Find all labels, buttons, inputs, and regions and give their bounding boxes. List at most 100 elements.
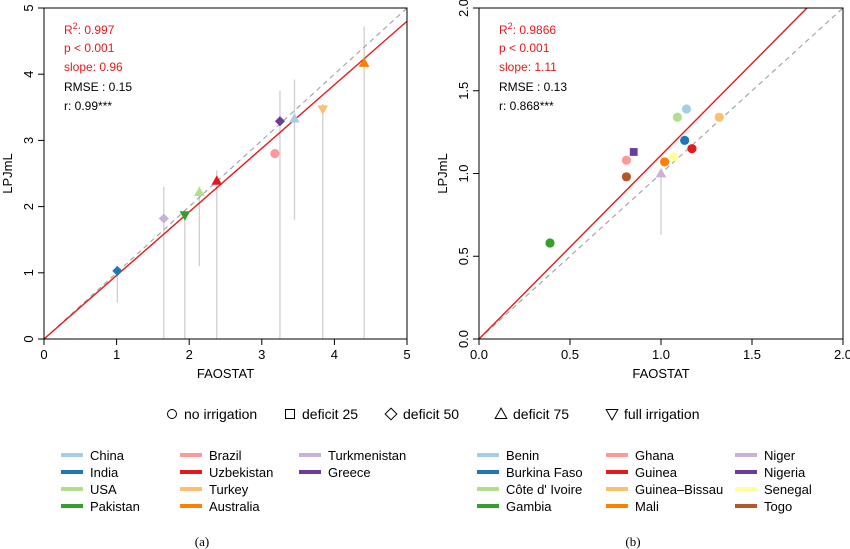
y-tick-label: 4: [21, 71, 36, 78]
legend-label: China: [90, 448, 125, 463]
x-tick-label: 1.0: [652, 347, 670, 362]
data-point: [669, 152, 679, 162]
shape-legend-label: deficit 25: [302, 406, 358, 422]
r2-value: : 0.9866: [513, 23, 557, 37]
shape-legend-label: no irrigation: [184, 406, 257, 422]
y-axis-label: LPJmL: [435, 153, 450, 193]
legend-label: India: [90, 465, 119, 480]
data-point: [672, 112, 682, 122]
regression-line: [43, 20, 408, 340]
stat-slope: slope: 0.96: [64, 60, 123, 74]
legend-label: Australia: [209, 499, 260, 514]
shape-legend-label: full irrigation: [624, 406, 699, 422]
data-point: [545, 238, 555, 248]
x-tick-label: 0.5: [561, 347, 579, 362]
data-point: [194, 186, 205, 196]
shape-legend-label: deficit 75: [513, 406, 569, 422]
data-point: [621, 155, 632, 165]
data-point: [680, 135, 690, 145]
data-point: [687, 144, 697, 154]
y-tick-label: 0.5: [456, 247, 471, 265]
legend-label: Burkina Faso: [506, 465, 583, 480]
down-triangle-legend-symbol: [605, 409, 619, 421]
r2-sup: 2: [508, 21, 513, 31]
legend-label: Togo: [764, 499, 792, 514]
legend-label: Gambia: [506, 499, 552, 514]
y-tick-label: 1: [21, 269, 36, 276]
one-to-one-line: [43, 7, 408, 340]
legend-label: Benin: [506, 448, 539, 463]
data-point: [289, 113, 300, 123]
stat-rmse: RMSE : 0.13: [499, 80, 567, 94]
stat-p: p < 0.001: [499, 41, 550, 55]
x-tick-label: 1: [113, 347, 120, 362]
x-tick-label: 2.0: [834, 347, 850, 362]
legend-label: Côte d' Ivoire: [506, 482, 582, 497]
legend-label: Brazil: [209, 448, 242, 463]
data-point: [179, 211, 191, 221]
stat-r: r: 0.99***: [64, 99, 112, 113]
regression-line: [478, 7, 808, 340]
legend-label: Uzbekistan: [209, 465, 273, 480]
data-point: [274, 116, 286, 127]
stat-r2: R2: 0.9866: [499, 21, 556, 37]
data-point: [655, 167, 667, 178]
legend-label: Guinea–Bissau: [635, 482, 723, 497]
legend-label: Mali: [635, 499, 659, 514]
y-tick-label: 2: [21, 203, 36, 210]
legend-label: Senegal: [764, 482, 812, 497]
data-point: [317, 105, 329, 115]
stat-r2: R2: 0.997: [64, 21, 115, 37]
y-axis-label: LPJmL: [0, 153, 15, 193]
country-legend-b: Benin Burkina Faso Côte d' Ivoire Gambia Gha…: [477, 448, 812, 514]
shape-legend: no irrigation deficit 25 deficit 50 deficit…: [167, 406, 699, 422]
legend-label: Greece: [328, 465, 371, 480]
data-point: [211, 175, 223, 185]
x-tick-label: 5: [403, 347, 410, 362]
data-point: [112, 265, 123, 276]
r2-value: : 0.997: [78, 23, 115, 37]
y-tick-label: 5: [21, 4, 36, 11]
x-tick-label: 3: [258, 347, 265, 362]
legend-label: Guinea: [635, 465, 678, 480]
data-point: [629, 148, 638, 156]
plot-frame: [43, 7, 408, 340]
data-point: [621, 172, 632, 182]
panel-caption: (a): [195, 534, 209, 549]
legend-label: Ghana: [635, 448, 675, 463]
y-tick-label: 2.0: [456, 0, 471, 17]
chart-panel-1: 0.0 0.5 1.0 1.5 2.0 0.0 0.5 1.0 1.5 2.0 FAOSTAT LPJ…: [435, 0, 850, 549]
y-tick-label: 1.0: [456, 164, 471, 182]
y-tick-label: 3: [21, 137, 36, 144]
legend-label: Turkmenistan: [328, 448, 406, 463]
data-point: [681, 104, 692, 114]
diamond-legend-symbol: [384, 407, 398, 421]
data-point: [270, 149, 280, 159]
square-legend-symbol: [285, 409, 295, 419]
panel-caption: (b): [625, 534, 640, 549]
x-tick-label: 0.0: [470, 347, 488, 362]
stat-rmse: RMSE : 0.15: [64, 80, 132, 94]
x-axis-label: FAOSTAT: [632, 366, 689, 381]
data-point: [358, 57, 370, 67]
r2-prefix: R: [64, 23, 73, 37]
x-axis-label: FAOSTAT: [197, 366, 254, 381]
x-tick-label: 4: [331, 347, 338, 362]
stat-p: p < 0.001: [64, 41, 115, 55]
y-tick-label: 1.5: [456, 82, 471, 100]
x-tick-label: 0: [40, 347, 47, 362]
legend-label: Nigeria: [764, 465, 806, 480]
up-triangle-legend-symbol: [494, 407, 508, 419]
circle-legend-symbol: [167, 409, 177, 419]
data-point: [158, 213, 169, 224]
stat-r: r: 0.868***: [499, 99, 554, 113]
legend-label: Niger: [764, 448, 796, 463]
legend-label: Pakistan: [90, 499, 140, 514]
country-legend-a: China India USA Pakistan Brazil Uzbekistan Tur…: [61, 448, 406, 514]
y-tick-label: 0.0: [456, 330, 471, 348]
r2-prefix: R: [499, 23, 508, 37]
shape-legend-label: deficit 50: [403, 406, 459, 422]
x-tick-label: 1.5: [743, 347, 761, 362]
